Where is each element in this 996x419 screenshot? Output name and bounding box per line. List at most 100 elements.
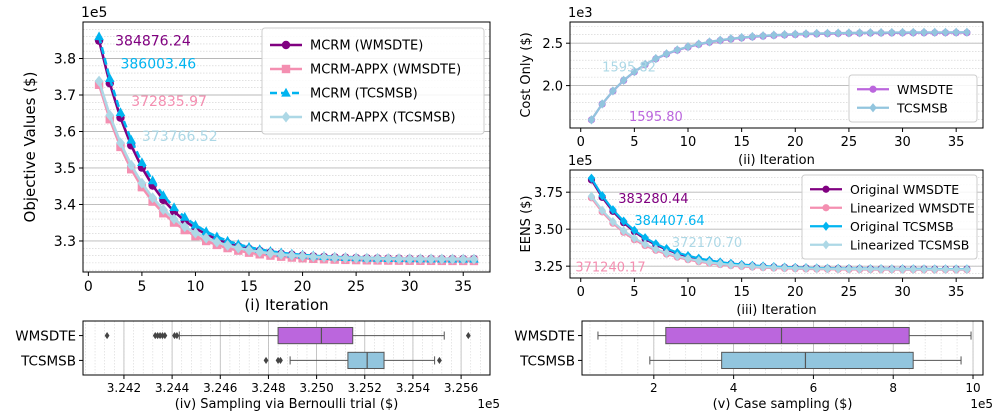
x-tick-label: 8	[889, 381, 897, 395]
box-tcsmsb	[649, 351, 962, 370]
data-point	[909, 27, 918, 38]
data-point	[748, 261, 757, 272]
data-point	[845, 28, 853, 38]
data-point	[888, 264, 896, 274]
data-point	[180, 221, 190, 233]
legend-box	[848, 74, 978, 123]
data-point	[126, 134, 137, 144]
x-tick-label: 15	[240, 279, 258, 295]
data-point	[190, 219, 201, 229]
data-point	[609, 216, 617, 227]
data-point	[362, 252, 372, 264]
data-point	[877, 264, 885, 274]
outlier-point	[160, 331, 165, 340]
legend-marker	[822, 221, 830, 231]
outlier-point	[275, 356, 281, 365]
outlier-point	[162, 331, 168, 340]
value-annotation: 1595.82	[602, 61, 656, 76]
data-point	[169, 213, 179, 225]
legend-box	[801, 174, 978, 260]
data-point	[609, 86, 617, 96]
data-point	[598, 205, 606, 216]
legend-box	[261, 27, 485, 135]
legend-label: Original WMSDTE	[850, 182, 959, 197]
series-linearized-tcsmsb	[587, 191, 971, 275]
data-point	[716, 35, 724, 45]
value-annotation: 386003.46	[120, 57, 196, 73]
outlier-point	[155, 331, 161, 340]
y-category-label: WMSDTE	[15, 329, 76, 345]
y-category-label: TCSMSB	[519, 353, 575, 369]
x-tick-label: 0	[577, 135, 585, 150]
data-point	[115, 107, 126, 117]
outlier-point	[263, 356, 269, 365]
x-tick-label: 5	[630, 135, 638, 150]
legend-marker	[869, 103, 877, 113]
x-tick-label: 3.252	[348, 381, 382, 395]
data-point	[855, 264, 864, 274]
value-annotation: 371240.17	[575, 261, 645, 276]
x-tick-label: 10	[680, 135, 697, 150]
panel-ii: 2.0 2.5 0 5 10 15 20 25 30 35 1e3 (ii) Iteration Cos…	[519, 6, 984, 168]
data-point	[920, 264, 928, 274]
data-point	[458, 253, 468, 265]
data-point	[641, 59, 649, 70]
value-annotation: 372835.97	[131, 94, 207, 110]
legend: Original WMSDTE Linearized WMSDTE Original…	[801, 174, 978, 260]
y-category-label: WMSDTE	[514, 329, 575, 345]
legend-label: MCRM (WMSDTE)	[310, 39, 423, 54]
data-point	[415, 253, 425, 265]
data-point	[448, 253, 457, 265]
series-tcsmsb	[587, 27, 971, 125]
panel-i: 3.3 3.4 3.5 3.6 3.7 3.8 0 5 10 15 20 25 30 35 1e5 (i) I…	[21, 5, 491, 314]
data-point	[255, 246, 265, 258]
value-annotation: 372170.70	[672, 236, 742, 251]
data-point	[244, 244, 254, 256]
data-point	[619, 226, 628, 236]
data-point	[630, 233, 639, 243]
data-point	[952, 264, 960, 275]
legend-label: WMSDTE	[897, 82, 953, 97]
y-tick-label: 3.3	[54, 234, 76, 250]
y-tick-label: 2.5	[542, 37, 563, 52]
value-annotation: 373766.52	[142, 129, 218, 145]
data-point	[898, 27, 907, 38]
data-point	[212, 231, 222, 241]
y-tick-label: 2.0	[542, 79, 563, 94]
data-point	[930, 27, 939, 38]
outlier-point	[278, 356, 283, 365]
data-point	[179, 211, 190, 221]
data-point	[737, 261, 746, 271]
box-iqr	[347, 351, 385, 370]
data-point	[233, 242, 243, 254]
legend-marker	[869, 85, 877, 93]
value-annotation: 384876.24	[115, 34, 191, 50]
box-iqr	[665, 326, 910, 345]
box-tcsmsb	[263, 351, 442, 370]
outlier-point	[172, 331, 177, 340]
x-tick-label: 15	[733, 285, 750, 300]
y-axis-label: Cost Only ($)	[519, 32, 534, 117]
data-point	[684, 41, 692, 52]
legend-marker	[281, 87, 291, 97]
x-tick-label: 35	[948, 135, 965, 150]
x-tick-label: 30	[894, 285, 911, 300]
outlier-point	[104, 331, 110, 340]
data-point	[469, 253, 479, 265]
x-tick-label: 30	[401, 279, 419, 295]
data-point	[705, 257, 714, 268]
x-axis-label: (v) Case sampling ($)	[713, 397, 853, 412]
data-point	[823, 28, 832, 38]
legend-label: Original TCSMSB	[850, 219, 954, 234]
data-point	[308, 251, 318, 263]
axes-frame	[82, 320, 491, 376]
data-point	[748, 31, 757, 42]
data-point	[791, 263, 800, 273]
panel-iv: 3.242 3.244 3.246 3.248 3.250 3.252 3.254 3.256…	[15, 320, 500, 412]
x-tick-label: 0	[84, 279, 93, 295]
data-point	[888, 27, 896, 38]
data-point	[330, 252, 340, 264]
data-point	[705, 37, 714, 47]
data-point	[641, 233, 649, 243]
box-wmsdte	[104, 326, 471, 345]
